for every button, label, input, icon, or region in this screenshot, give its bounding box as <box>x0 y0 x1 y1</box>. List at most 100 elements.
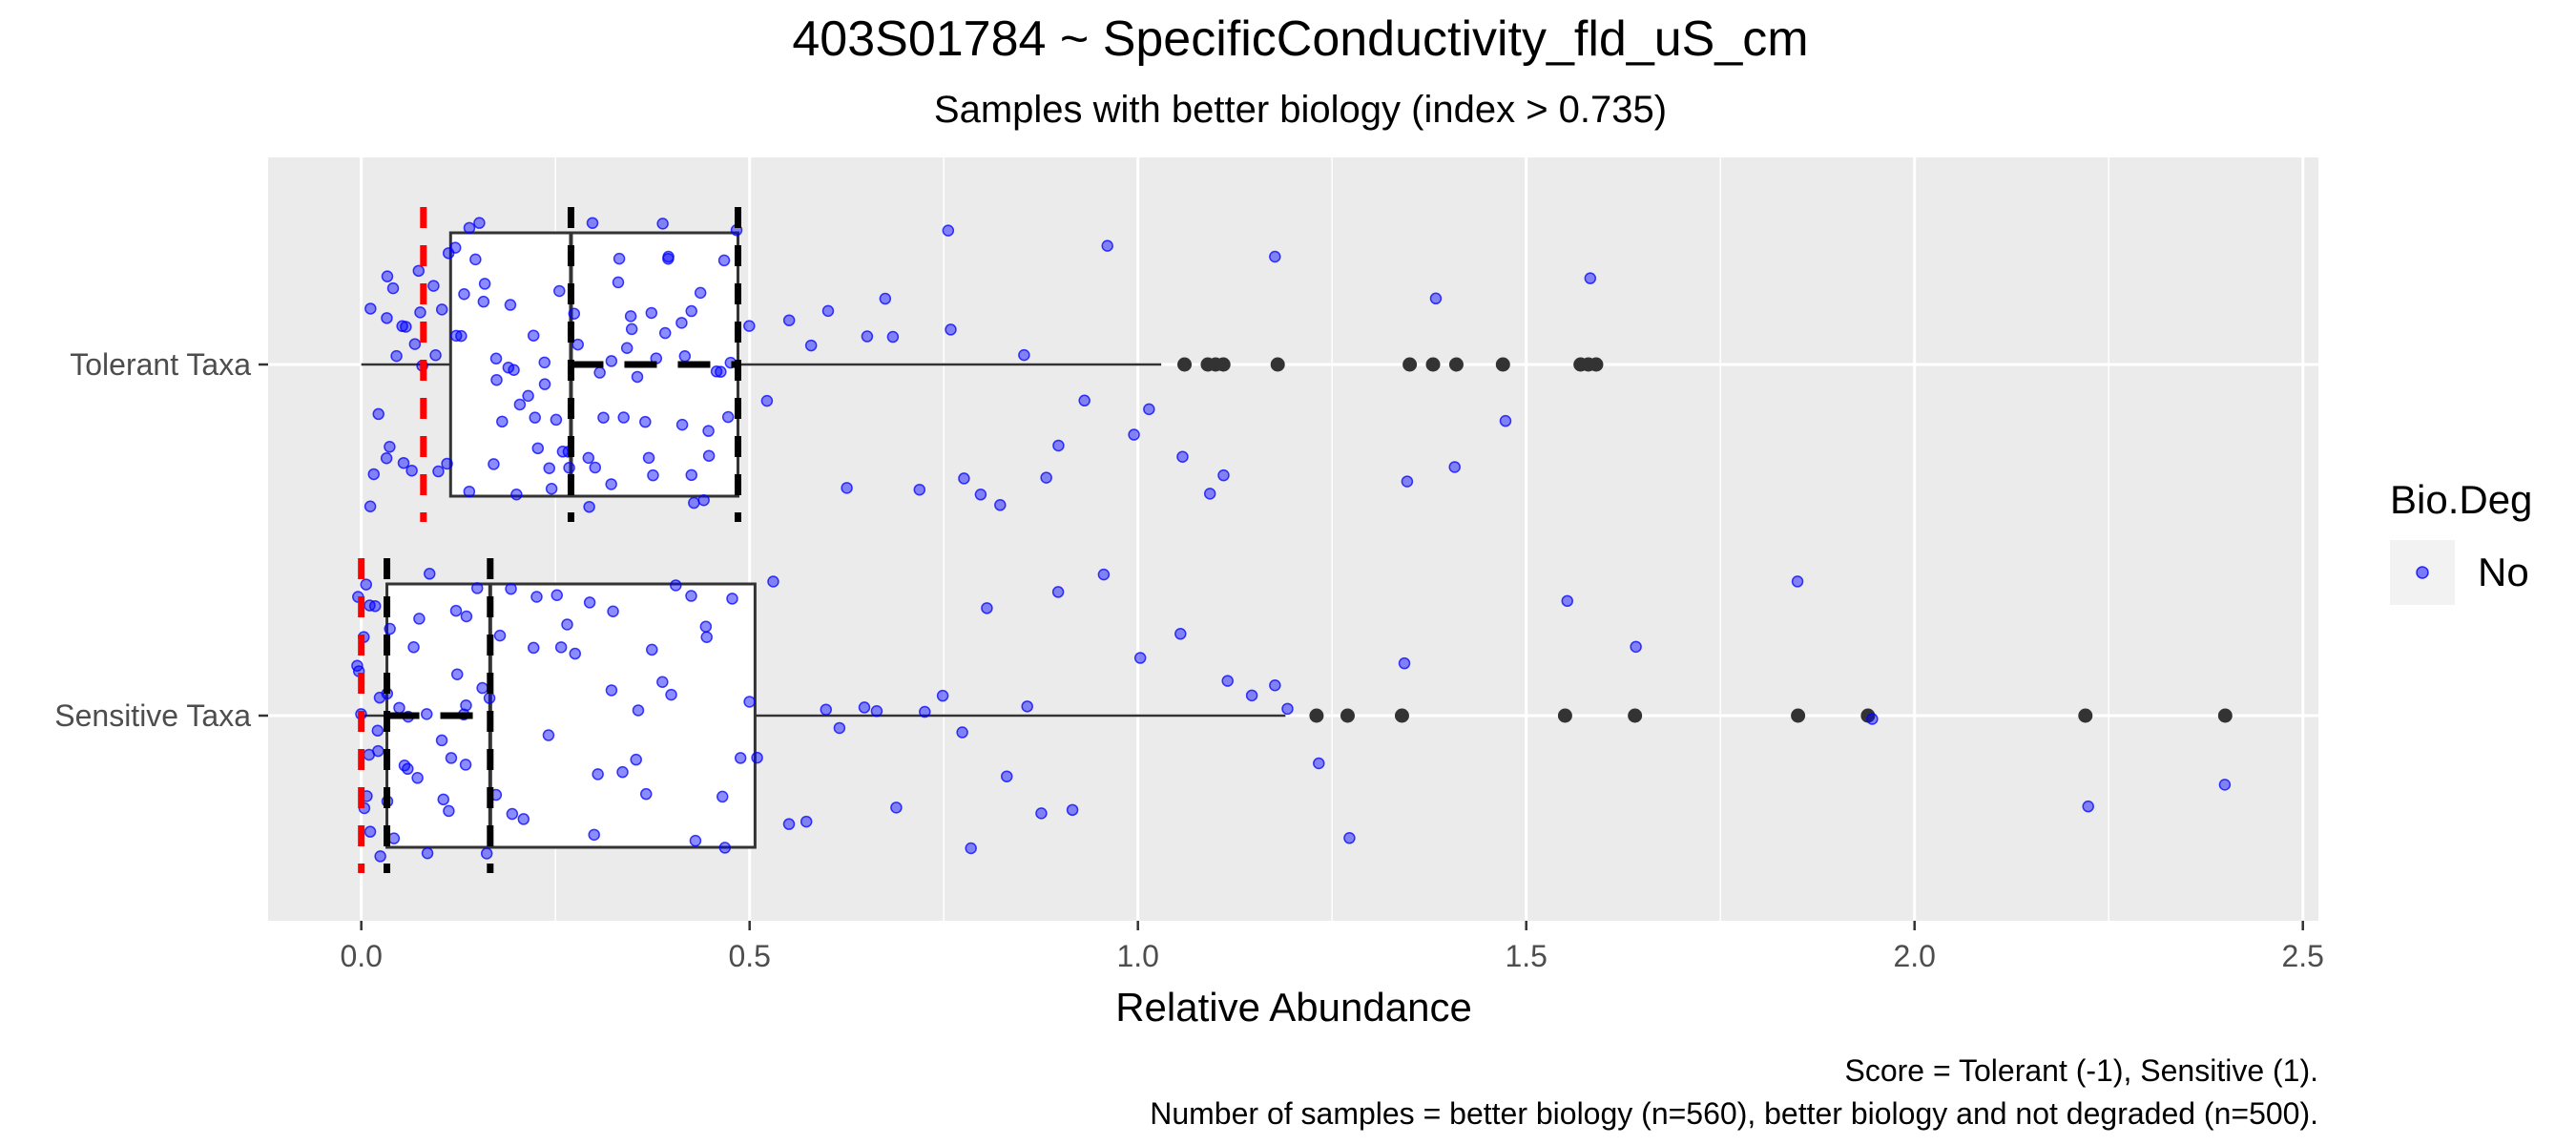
data-point <box>407 641 420 654</box>
data-point <box>489 352 503 365</box>
legend: Bio.Deg No <box>2390 477 2532 605</box>
data-point <box>1281 702 1294 716</box>
data-point <box>445 752 458 764</box>
outlier-point <box>1402 357 1418 372</box>
data-point <box>665 688 677 701</box>
data-point <box>870 705 883 718</box>
outlier-point <box>2078 708 2093 723</box>
data-point <box>656 218 669 230</box>
data-point <box>569 647 582 660</box>
x-tick-label: 0.0 <box>340 939 382 973</box>
legend-title: Bio.Deg <box>2390 477 2532 522</box>
data-point <box>527 641 540 655</box>
outlier-point <box>1340 708 1355 723</box>
data-point <box>1269 678 1281 692</box>
data-point <box>974 489 987 501</box>
data-point <box>421 708 433 720</box>
data-point <box>675 418 689 431</box>
data-point <box>612 276 625 289</box>
data-point <box>734 752 747 764</box>
data-point <box>958 472 970 485</box>
data-point <box>858 701 871 714</box>
data-point <box>833 721 846 735</box>
outlier-point <box>1448 357 1464 372</box>
data-point <box>478 278 491 290</box>
data-point <box>493 629 507 642</box>
data-point <box>527 329 540 342</box>
data-point <box>841 482 853 494</box>
data-point <box>384 441 396 453</box>
data-point <box>592 768 604 781</box>
data-point <box>381 270 394 282</box>
data-point <box>1176 450 1189 463</box>
data-point <box>1448 461 1461 473</box>
data-point <box>1021 700 1033 713</box>
data-point <box>642 451 655 465</box>
data-point <box>632 704 645 717</box>
data-point <box>685 468 698 482</box>
data-point <box>631 370 644 384</box>
data-point <box>2082 800 2094 813</box>
data-point <box>423 568 436 580</box>
data-point <box>760 394 774 407</box>
data-point <box>1040 471 1052 484</box>
data-point <box>402 762 414 776</box>
data-point <box>1066 803 1079 817</box>
data-point <box>1398 656 1411 670</box>
data-point <box>2218 779 2232 791</box>
data-point <box>1245 689 1258 702</box>
data-point <box>470 582 484 594</box>
data-point <box>554 641 568 654</box>
data-point <box>767 575 779 588</box>
data-point <box>463 221 476 235</box>
data-point <box>435 734 448 747</box>
data-point <box>694 286 707 300</box>
data-point <box>716 790 729 803</box>
data-point <box>460 610 473 623</box>
data-point <box>411 772 424 784</box>
data-point <box>480 847 493 860</box>
legend-entry-label: No <box>2478 550 2529 594</box>
data-point <box>662 250 675 263</box>
data-point <box>530 591 543 603</box>
data-point <box>1584 272 1597 284</box>
data-point <box>469 253 482 266</box>
x-tick-label: 2.0 <box>1893 939 1935 973</box>
data-point <box>804 339 818 352</box>
axis-ticks: 0.0 0.5 1.0 1.5 2.0 2.5 Tolerant Taxa Sensitive… <box>54 347 2324 973</box>
data-point <box>597 411 610 424</box>
data-point <box>936 689 949 702</box>
data-point <box>550 413 563 427</box>
data-point <box>380 452 393 465</box>
data-point <box>381 312 393 324</box>
data-point <box>821 304 835 318</box>
data-point <box>496 415 509 428</box>
data-point <box>1221 675 1234 687</box>
data-point <box>647 468 659 482</box>
data-point <box>981 602 993 614</box>
data-point <box>782 314 796 326</box>
data-point <box>443 804 455 818</box>
data-point <box>800 815 813 828</box>
data-point <box>413 613 426 625</box>
outlier-point <box>1177 357 1193 372</box>
data-point <box>473 217 486 229</box>
data-point <box>483 692 496 704</box>
data-point <box>685 304 697 318</box>
outlier-point <box>1394 708 1409 723</box>
data-point <box>879 292 892 305</box>
data-point <box>441 457 453 470</box>
data-point <box>545 483 558 495</box>
outlier-point <box>1309 708 1324 723</box>
data-point <box>945 323 957 336</box>
data-point <box>689 834 702 847</box>
data-point <box>460 699 472 712</box>
data-point <box>582 451 595 465</box>
data-point <box>588 828 600 842</box>
data-point <box>463 485 476 498</box>
outlier-point <box>1495 357 1510 372</box>
data-point <box>1174 628 1187 640</box>
outlier-point <box>1628 708 1643 723</box>
data-point <box>678 350 692 363</box>
data-point <box>645 306 658 320</box>
